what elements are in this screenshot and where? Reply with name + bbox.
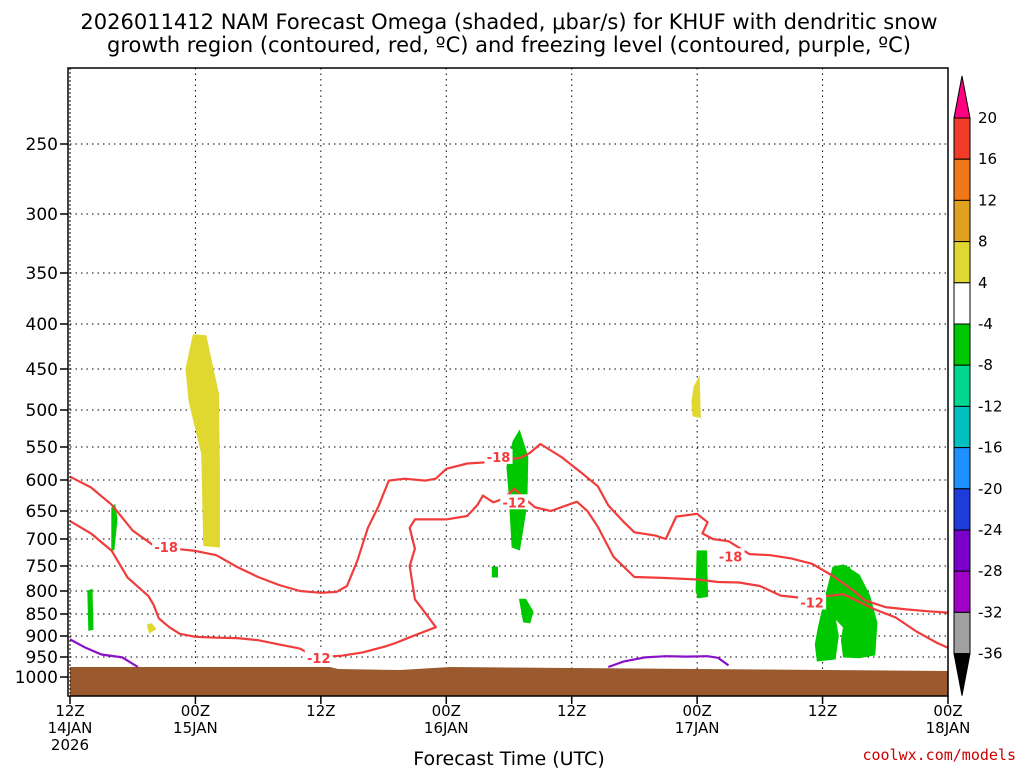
y-tick-label-900: 900 (26, 627, 58, 647)
colorbar-segment-8 (953, 405, 971, 449)
temperature-contours (69, 442, 949, 669)
y-tick-label-550: 550 (26, 438, 58, 458)
x-tick-label-3-0: 00Z (432, 702, 461, 720)
surface-terrain (70, 667, 948, 696)
colorbar-segment-3 (953, 199, 971, 243)
contour-labels: -18 -12 -18 -12 -18 -12 (152, 448, 827, 667)
y-tick-label-250: 250 (26, 135, 58, 155)
surface-band (70, 667, 948, 696)
colorbar-segment-7 (953, 364, 971, 407)
colorbar-label-0: 20 (978, 109, 997, 127)
y-tick-label-650: 650 (26, 502, 58, 522)
x-tick-label-4-0: 12Z (557, 702, 586, 720)
x-tick-label-0-0: 12Z (55, 702, 84, 720)
colorbar-label-10: -24 (978, 521, 1003, 539)
colorbar-label-9: -20 (978, 480, 1003, 498)
x-tick-label-7-1: 18JAN (926, 719, 971, 737)
x-tick-label-1-1: 15JAN (173, 719, 218, 737)
colorbar-segment-13 (953, 611, 971, 655)
chart-title-line-2: growth region (contoured, red, ºC) and f… (107, 33, 911, 57)
colorbar-bottom-arrow (953, 653, 971, 696)
omega-region-2 (691, 375, 701, 419)
x-tick-label-5-0: 00Z (682, 702, 711, 720)
colorbar-segment-9 (953, 447, 971, 490)
x-tick-label-0-2: 2026 (51, 736, 89, 754)
omega-region-1 (146, 623, 157, 634)
x-tick-label-6-0: 12Z (808, 702, 837, 720)
omega-region-4 (111, 503, 118, 551)
colorbar-segment-4 (953, 241, 971, 284)
x-tick-label-7-0: 00Z (933, 702, 962, 720)
colorbar-label-6: -8 (978, 356, 993, 374)
chart-title-line-1: 2026011412 NAM Forecast Omega (shaded, μ… (80, 10, 937, 34)
y-tick-label-700: 700 (26, 530, 58, 550)
y-tick-label-350: 350 (26, 264, 58, 284)
credit-text: coolwx.com/models (862, 746, 1016, 764)
omega-colorbar: 20 16 12 8 4 -4 -8 -12 -16 -20 -24 -28 -32 -36 (953, 75, 1003, 696)
contour-label-0: -18 (154, 541, 178, 556)
y-tick-label-1000: 1000 (15, 668, 58, 688)
colorbar-label-3: 8 (978, 233, 988, 251)
y-tick-label-500: 500 (26, 401, 58, 421)
colorbar-label-7: -12 (978, 397, 1003, 415)
colorbar-segment-6 (953, 323, 971, 366)
colorbar-label-12: -32 (978, 603, 1003, 621)
omega-region-8 (695, 550, 709, 599)
colorbar-segment-1 (953, 117, 971, 160)
x-tick-label-5-1: 17JAN (675, 719, 720, 737)
y-tick-label-300: 300 (26, 205, 58, 225)
x-tick-label-0-1: 14JAN (48, 719, 93, 737)
y-tick-label-850: 850 (26, 605, 58, 625)
freezing-level-left (69, 638, 139, 668)
colorbar-segment-2 (953, 158, 971, 201)
colorbar-segment-11 (953, 529, 971, 572)
contour-label-2: -18 (487, 451, 511, 466)
y-tick-label-750: 750 (26, 557, 58, 577)
pressure-axis-ticks: 2503003504004505005506006507007508008509… (15, 135, 68, 688)
colorbar-label-5: -4 (978, 315, 993, 333)
contour-label-bg-2 (484, 448, 513, 464)
colorbar-label-13: -36 (978, 645, 1003, 663)
colorbar-label-1: 16 (978, 150, 997, 168)
contour-label-1: -12 (307, 652, 331, 667)
omega-shading (87, 334, 878, 662)
contour-label-bg-5 (798, 594, 827, 610)
plot-frame (67, 67, 949, 697)
colorbar-label-4: 4 (978, 274, 988, 292)
contour-label-bg-1 (304, 649, 333, 665)
colorbar-segment-10 (953, 488, 971, 531)
omega-region-6 (491, 566, 498, 578)
x-tick-label-1-0: 00Z (181, 702, 210, 720)
y-tick-label-400: 400 (26, 315, 58, 335)
omega-region-9 (814, 564, 878, 662)
y-tick-label-450: 450 (26, 360, 58, 380)
omega-region-7 (518, 598, 534, 624)
contour-label-bg-0 (152, 539, 181, 555)
y-tick-label-800: 800 (26, 582, 58, 602)
x-axis-label: Forecast Time (UTC) (413, 748, 604, 768)
colorbar-label-11: -28 (978, 562, 1003, 580)
contour-label-4: -18 (719, 550, 743, 565)
omega-region-3 (87, 588, 94, 631)
contour-minus18 (69, 442, 949, 614)
contour-label-5: -12 (800, 597, 824, 612)
colorbar-label-2: 12 (978, 191, 997, 209)
omega-region-0 (185, 334, 220, 548)
colorbar-label-8: -16 (978, 439, 1003, 457)
x-tick-label-2-0: 12Z (306, 702, 335, 720)
colorbar-segment-5 (953, 282, 971, 325)
y-tick-label-950: 950 (26, 648, 58, 668)
contour-label-bg-3 (500, 494, 529, 510)
colorbar-segment-12 (953, 570, 971, 613)
freezing-level-right (607, 655, 730, 669)
contour-minus12 (69, 487, 949, 659)
colorbar-top-arrow (953, 75, 971, 119)
contour-label-3: -12 (502, 496, 526, 511)
y-tick-label-600: 600 (26, 471, 58, 491)
x-tick-label-3-1: 16JAN (424, 719, 469, 737)
contour-label-bg-4 (716, 548, 745, 564)
